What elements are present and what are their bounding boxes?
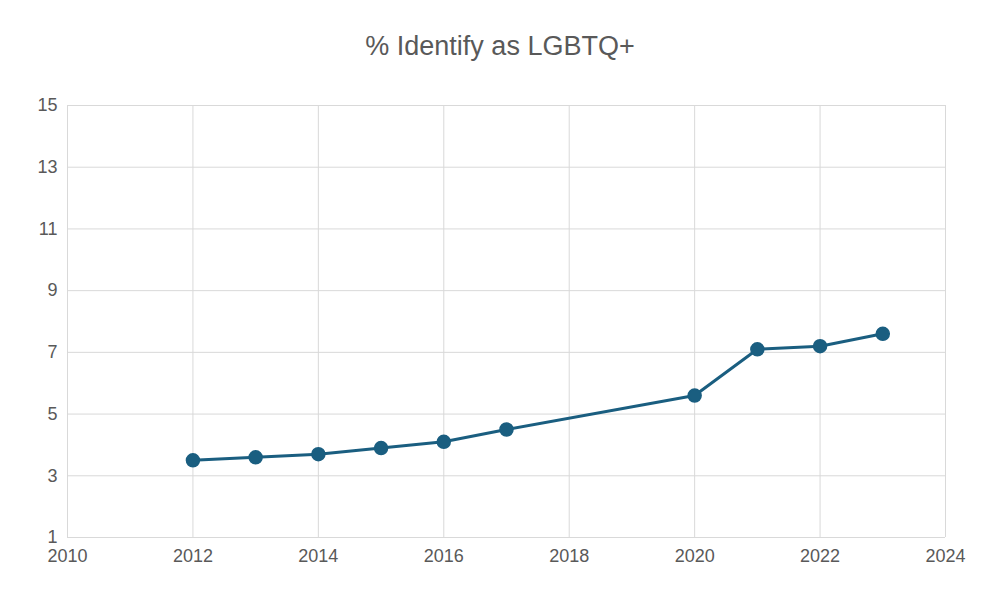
svg-text:5: 5: [47, 404, 57, 424]
svg-text:7: 7: [47, 342, 57, 362]
svg-text:2024: 2024: [925, 546, 965, 566]
svg-text:2016: 2016: [424, 546, 464, 566]
svg-text:2020: 2020: [675, 546, 715, 566]
svg-text:2018: 2018: [549, 546, 589, 566]
svg-text:9: 9: [47, 280, 57, 300]
html-text:% Identify as LGBTQ+: % Identify as LGBTQ+: [365, 31, 635, 61]
svg-text:2012: 2012: [173, 546, 213, 566]
svg-text:3: 3: [47, 466, 57, 486]
svg-text:15: 15: [37, 95, 57, 115]
svg-text:2014: 2014: [298, 546, 338, 566]
svg-text:11: 11: [39, 219, 58, 239]
svg-text:2010: 2010: [47, 546, 87, 566]
svg-text:2022: 2022: [800, 546, 840, 566]
svg-text:1: 1: [47, 527, 57, 547]
svg-text:13: 13: [37, 157, 57, 177]
